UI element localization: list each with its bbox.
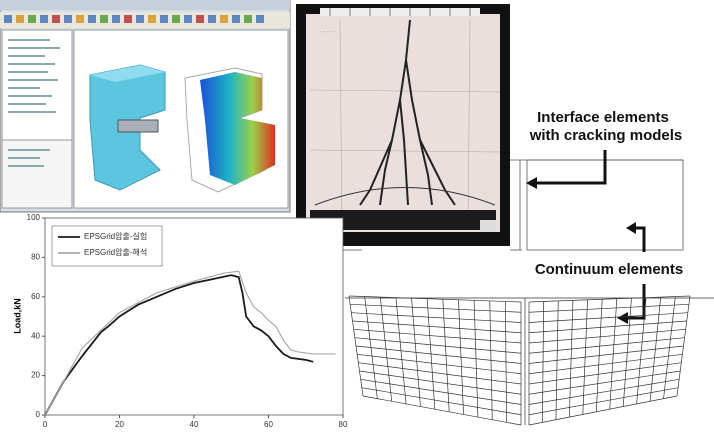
mesh-line xyxy=(528,295,691,303)
mesh-line xyxy=(528,370,681,395)
mesh-line xyxy=(361,387,522,416)
mesh-line xyxy=(528,320,687,334)
mesh-line xyxy=(528,328,686,344)
y-tick-label: 60 xyxy=(31,292,40,301)
series-line xyxy=(44,274,314,416)
mesh-line xyxy=(360,378,522,405)
mesh-line xyxy=(528,337,685,354)
y-tick-label: 40 xyxy=(31,331,40,340)
legend-label: EPSGrid압출-해석 xyxy=(84,247,147,257)
load-chart: Load,kN 0 20 40 60 80 100 0 20 40 60 80 EPSGrid압출-실… xyxy=(12,213,348,429)
x-tick-label: 80 xyxy=(339,420,348,429)
software-screenshot xyxy=(0,0,291,213)
mesh-line xyxy=(528,345,684,364)
interface-label: Interface elements xyxy=(537,109,669,126)
x-tick-label: 0 xyxy=(43,420,48,429)
mesh-line xyxy=(357,353,522,375)
mesh-line xyxy=(528,312,688,323)
mesh-line xyxy=(362,395,522,426)
mesh-line xyxy=(351,312,522,323)
mesh-line xyxy=(528,387,679,416)
mesh-line xyxy=(528,353,683,375)
mesh-line xyxy=(528,378,680,405)
legend xyxy=(51,225,163,267)
series-line xyxy=(44,270,336,416)
y-axis-label: Load,kN xyxy=(12,298,22,334)
photo-note: · · · · · xyxy=(320,29,334,35)
y-tick-label: 100 xyxy=(27,213,41,222)
mesh-line xyxy=(352,320,522,334)
arrows xyxy=(535,150,646,320)
mesh-line xyxy=(353,328,522,344)
mesh-line xyxy=(355,345,522,364)
y-tick-label: 0 xyxy=(36,410,41,419)
x-tick-label: 40 xyxy=(190,420,199,429)
y-tick-label: 80 xyxy=(31,253,40,262)
crack-photo: · · · · · xyxy=(296,4,510,246)
x-tick-label: 20 xyxy=(115,420,124,429)
mesh-line xyxy=(350,303,522,313)
legend-label: EPSGrid압출-실험 xyxy=(84,231,147,241)
x-tick-label: 60 xyxy=(264,420,273,429)
mesh-line xyxy=(359,370,522,395)
mesh-line xyxy=(528,395,678,426)
mesh-line xyxy=(348,295,522,303)
arrowheads xyxy=(526,177,636,324)
fe-mesh xyxy=(345,295,714,426)
mesh-line xyxy=(354,337,522,354)
continuum-label: Continuum elements xyxy=(535,261,683,278)
mesh-line xyxy=(358,362,522,385)
y-tick-label: 20 xyxy=(31,371,40,380)
interface-label: with cracking models xyxy=(529,127,683,144)
mesh-line xyxy=(528,362,682,385)
mesh-line xyxy=(528,303,689,313)
